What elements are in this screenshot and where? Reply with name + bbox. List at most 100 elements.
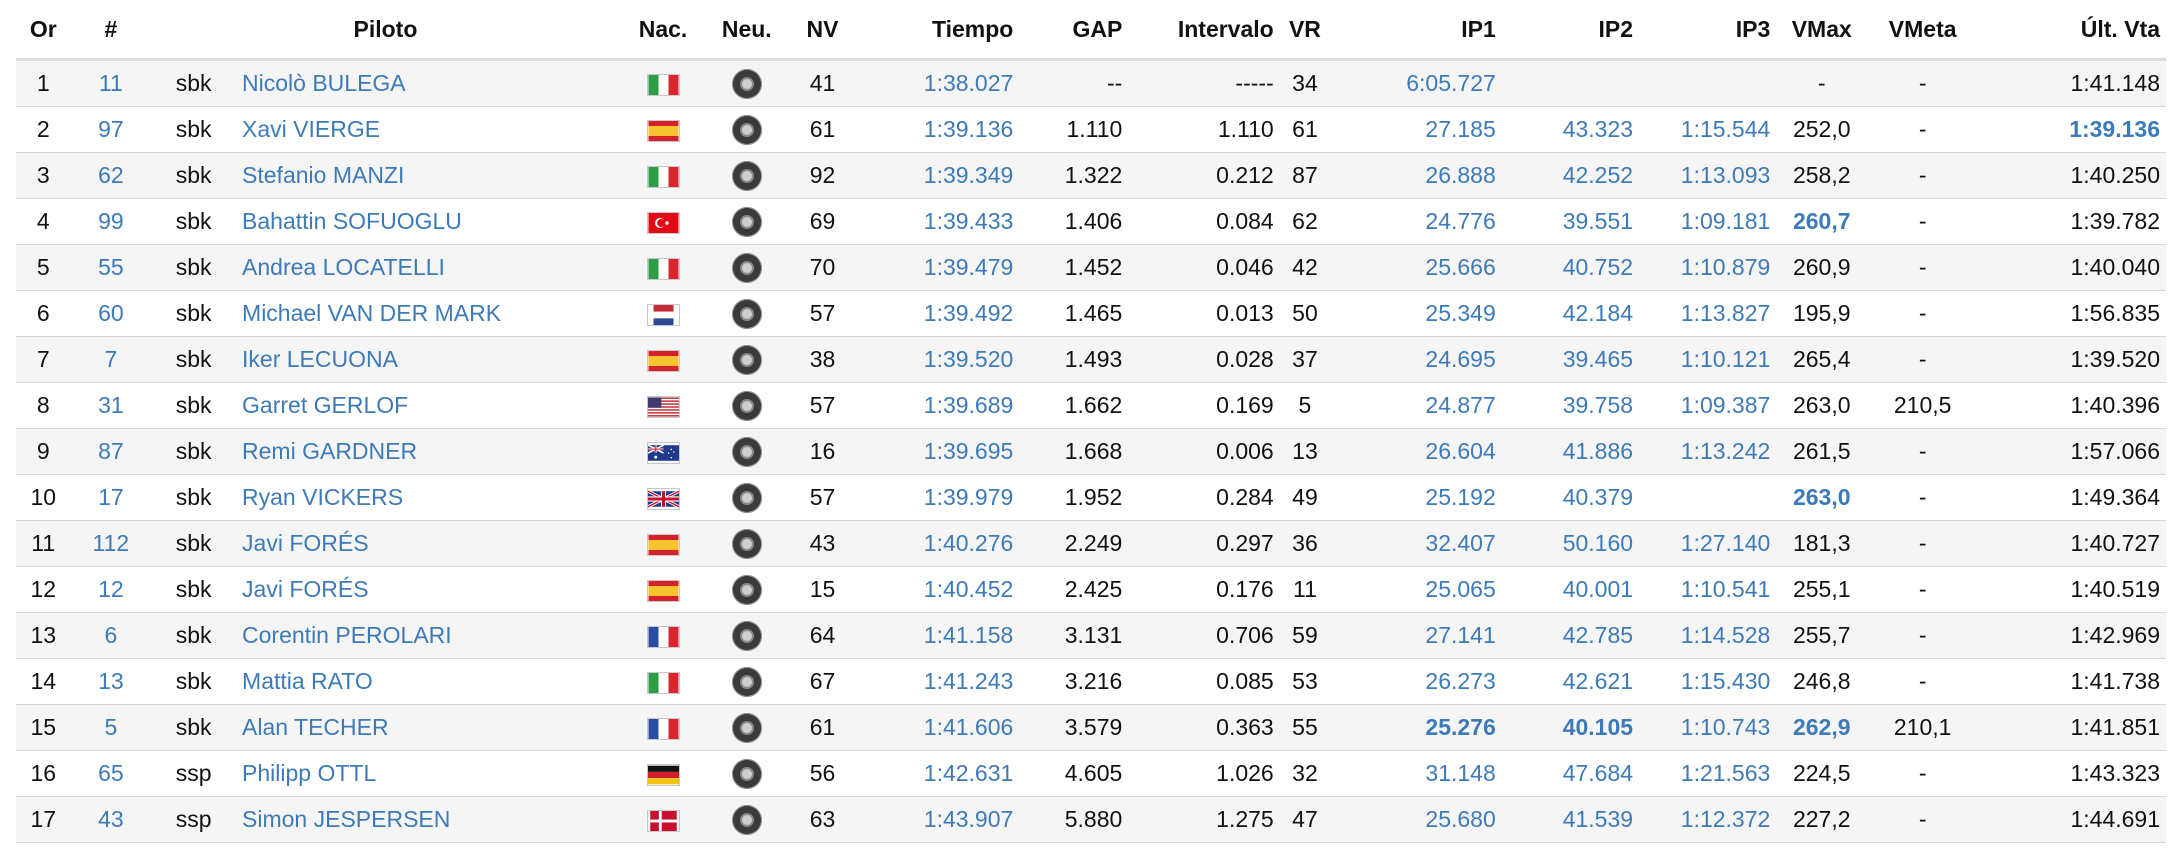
ip1-cell[interactable]: 27.185 [1330,106,1502,153]
best-time-link[interactable]: 1:41.243 [857,658,1020,705]
rider-number-link[interactable]: 97 [70,106,152,153]
ip3-cell[interactable]: 1:14.528 [1639,612,1777,659]
ip2-cell[interactable]: 43.323 [1501,106,1640,153]
rider-name-link[interactable]: Michael VAN DER MARK [236,290,620,337]
ip3-cell[interactable]: 1:10.121 [1639,336,1777,383]
header-time[interactable]: Tiempo [857,0,1020,61]
best-time-link[interactable]: 1:39.979 [857,474,1020,521]
rider-number-link[interactable]: 31 [70,382,152,429]
rider-number-link[interactable]: 11 [70,59,152,107]
header-nat[interactable]: Nac. [619,0,707,61]
ip2-cell[interactable]: 42.252 [1501,152,1640,199]
best-time-link[interactable]: 1:41.158 [857,612,1020,659]
rider-number-link[interactable]: 60 [70,290,152,337]
ip1-cell[interactable]: 24.695 [1330,336,1502,383]
best-time-link[interactable]: 1:39.689 [857,382,1020,429]
ip3-cell[interactable]: 1:15.544 [1639,106,1777,153]
ip2-cell[interactable]: 40.752 [1501,244,1640,291]
ip2-cell[interactable]: 40.001 [1501,566,1640,613]
ip3-cell[interactable]: 1:09.181 [1639,198,1777,245]
ip1-cell[interactable]: 26.604 [1330,428,1502,475]
rider-name-link[interactable]: Garret GERLOF [236,382,620,429]
rider-name-link[interactable]: Javi FORÉS [236,566,620,613]
ip2-cell[interactable] [1501,59,1640,107]
rider-name-link[interactable]: Mattia RATO [236,658,620,705]
header-vmeta[interactable]: VMeta [1867,0,1979,61]
ip3-cell[interactable]: 1:13.827 [1639,290,1777,337]
ip2-cell[interactable]: 42.785 [1501,612,1640,659]
header-ip2[interactable]: IP2 [1501,0,1640,61]
rider-number-link[interactable]: 6 [70,612,152,659]
ip2-cell[interactable]: 40.105 [1501,704,1640,751]
ip1-cell[interactable]: 32.407 [1330,520,1502,567]
ip2-cell[interactable]: 41.539 [1501,796,1640,843]
rider-name-link[interactable]: Iker LECUONA [236,336,620,383]
ip2-cell[interactable]: 41.886 [1501,428,1640,475]
header-vmax[interactable]: VMax [1776,0,1868,61]
best-time-link[interactable]: 1:39.520 [857,336,1020,383]
rider-name-link[interactable]: Bahattin SOFUOGLU [236,198,620,245]
rider-number-link[interactable]: 62 [70,152,152,199]
rider-number-link[interactable]: 7 [70,336,152,383]
best-time-link[interactable]: 1:39.492 [857,290,1020,337]
ip3-cell[interactable]: 1:13.093 [1639,152,1777,199]
rider-number-link[interactable]: 65 [70,750,152,797]
ip2-cell[interactable]: 47.684 [1501,750,1640,797]
rider-number-link[interactable]: 55 [70,244,152,291]
rider-name-link[interactable]: Alan TECHER [236,704,620,751]
ip2-cell[interactable]: 42.184 [1501,290,1640,337]
header-vr[interactable]: VR [1279,0,1331,61]
rider-number-link[interactable]: 112 [70,520,152,567]
header-last-lap[interactable]: Últ. Vta [1978,0,2166,61]
rider-number-link[interactable]: 5 [70,704,152,751]
ip1-cell[interactable]: 24.877 [1330,382,1502,429]
header-gap[interactable]: GAP [1019,0,1129,61]
ip2-cell[interactable]: 39.551 [1501,198,1640,245]
ip2-cell[interactable]: 40.379 [1501,474,1640,521]
ip3-cell[interactable] [1639,59,1777,107]
rider-number-link[interactable]: 87 [70,428,152,475]
ip3-cell[interactable]: 1:10.879 [1639,244,1777,291]
rider-name-link[interactable]: Javi FORÉS [236,520,620,567]
best-time-link[interactable]: 1:41.606 [857,704,1020,751]
rider-number-link[interactable]: 43 [70,796,152,843]
ip1-cell[interactable]: 26.273 [1330,658,1502,705]
rider-name-link[interactable]: Simon JESPERSEN [236,796,620,843]
ip1-cell[interactable]: 25.680 [1330,796,1502,843]
ip2-cell[interactable]: 42.621 [1501,658,1640,705]
rider-name-link[interactable]: Corentin PEROLARI [236,612,620,659]
ip3-cell[interactable]: 1:21.563 [1639,750,1777,797]
ip2-cell[interactable]: 39.758 [1501,382,1640,429]
ip1-cell[interactable]: 27.141 [1330,612,1502,659]
best-time-link[interactable]: 1:39.136 [857,106,1020,153]
ip1-cell[interactable]: 25.349 [1330,290,1502,337]
rider-name-link[interactable]: Stefanio MANZI [236,152,620,199]
ip2-cell[interactable]: 39.465 [1501,336,1640,383]
header-ip1[interactable]: IP1 [1330,0,1502,61]
header-interval[interactable]: Intervalo [1128,0,1280,61]
ip1-cell[interactable]: 24.776 [1330,198,1502,245]
header-nv[interactable]: NV [787,0,858,61]
rider-name-link[interactable]: Andrea LOCATELLI [236,244,620,291]
best-time-link[interactable]: 1:43.907 [857,796,1020,843]
header-ip3[interactable]: IP3 [1639,0,1777,61]
ip1-cell[interactable]: 31.148 [1330,750,1502,797]
rider-number-link[interactable]: 12 [70,566,152,613]
best-time-link[interactable]: 1:38.027 [857,59,1020,107]
best-time-link[interactable]: 1:40.276 [857,520,1020,567]
ip3-cell[interactable]: 1:15.430 [1639,658,1777,705]
ip3-cell[interactable]: 1:12.372 [1639,796,1777,843]
rider-number-link[interactable]: 17 [70,474,152,521]
ip1-cell[interactable]: 25.192 [1330,474,1502,521]
best-time-link[interactable]: 1:39.695 [857,428,1020,475]
ip1-cell[interactable]: 25.065 [1330,566,1502,613]
ip3-cell[interactable]: 1:13.242 [1639,428,1777,475]
ip1-cell[interactable]: 6:05.727 [1330,59,1502,107]
ip2-cell[interactable]: 50.160 [1501,520,1640,567]
rider-number-link[interactable]: 13 [70,658,152,705]
header-tyre[interactable]: Neu. [706,0,788,61]
rider-name-link[interactable]: Ryan VICKERS [236,474,620,521]
ip1-cell[interactable]: 25.666 [1330,244,1502,291]
rider-name-link[interactable]: Remi GARDNER [236,428,620,475]
ip3-cell[interactable]: 1:09.387 [1639,382,1777,429]
